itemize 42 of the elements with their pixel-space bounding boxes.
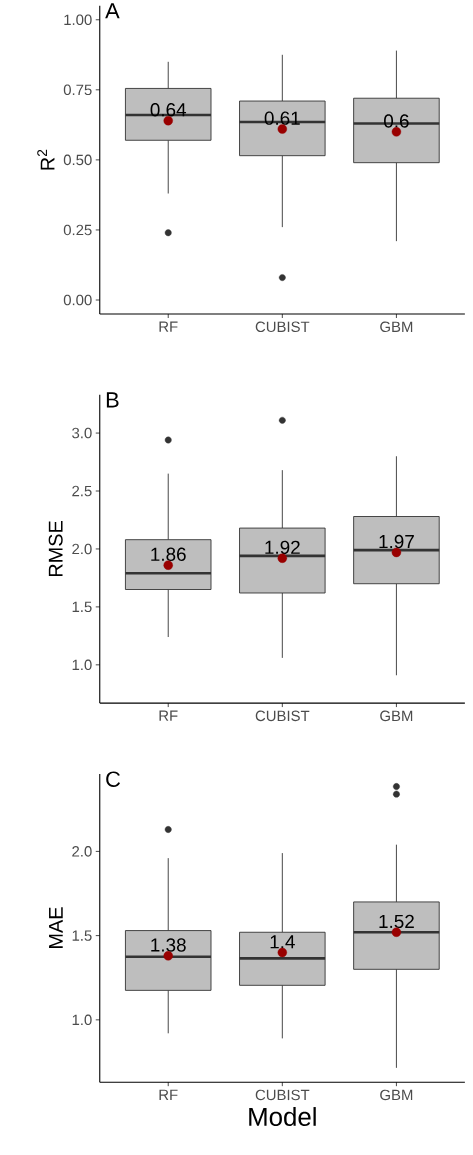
y-tick-label: 3.0	[72, 427, 92, 439]
y-tick-label: 1.5	[72, 930, 92, 941]
point	[391, 927, 402, 937]
y-tick-label: 2.0	[72, 543, 92, 555]
y-tick-label: 1.5	[72, 601, 92, 613]
chart-title: A	[105, 3, 120, 19]
data-label: 1.97	[379, 534, 414, 549]
x-tick-label: CUBIST	[255, 710, 310, 722]
y-axis-title: MAE	[49, 907, 63, 948]
x-tick-label: CUBIST	[255, 1089, 310, 1101]
y-axis-title: RMSE	[48, 521, 63, 577]
y-tick-label: 1.0	[72, 659, 92, 671]
x-tick-label: GBM	[380, 321, 413, 333]
data-label: 1.4	[270, 935, 295, 949]
point	[163, 560, 173, 570]
data-label: 1.86	[151, 547, 186, 561]
x-tick-label: CUBIST	[255, 321, 310, 333]
y-axis-title: R$^{2}$	[37, 149, 55, 170]
point	[277, 124, 288, 134]
data-label: 1.38	[151, 938, 186, 952]
y-tick-label: 1.0	[72, 1014, 92, 1026]
x-tick-label: RF	[159, 710, 178, 721]
x-tick-label: GBM	[380, 1089, 413, 1101]
x-tick-label: RF	[159, 321, 178, 332]
x-axis-title: Model	[249, 1107, 316, 1127]
chart-title: C	[106, 771, 121, 787]
point	[391, 127, 402, 137]
data-label: 1.92	[265, 540, 300, 555]
y-tick-label: 2.5	[72, 485, 92, 497]
point	[163, 951, 173, 961]
chart-title: B	[106, 392, 119, 408]
y-tick-label: 0.50	[63, 154, 92, 166]
y-tick-label: 2.0	[72, 846, 92, 857]
data-label: 1.52	[379, 914, 414, 929]
y-tick-label: 0.25	[63, 224, 92, 236]
x-tick-label: GBM	[380, 710, 413, 722]
point	[277, 553, 288, 563]
y-tick-label: 0.75	[63, 84, 92, 96]
y-tick-label: 1.00	[64, 14, 92, 26]
data-label: 0.64	[150, 103, 187, 117]
x-tick-label: RF	[159, 1089, 178, 1100]
y-tick-label: 0.00	[63, 294, 92, 306]
